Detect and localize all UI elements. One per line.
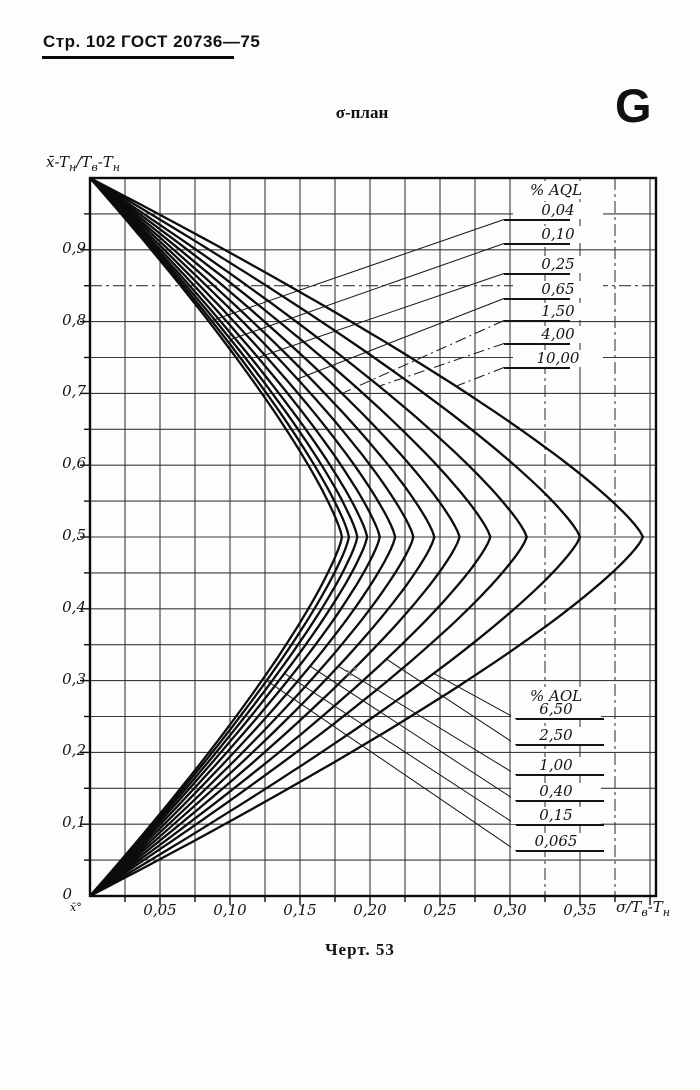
curve-aql-6.5 <box>89 177 582 897</box>
header-rule <box>42 56 234 59</box>
x-axis-title-part: -T <box>647 898 663 916</box>
legend-leaders <box>208 219 517 851</box>
leader-bottom-1,00 <box>338 665 517 775</box>
curve-aql-0.04 <box>89 177 344 897</box>
curve-aql-0.065 <box>89 177 351 897</box>
curve-aql-0.25 <box>89 177 381 897</box>
leader-top-0,10 <box>230 243 505 340</box>
curve-aql-2.5 <box>89 177 492 897</box>
section-letter: G <box>615 79 652 132</box>
leader-top-0,04 <box>208 219 505 323</box>
leader-top-0,65 <box>297 298 505 380</box>
leader-bottom-0,065 <box>266 680 517 851</box>
leader-top-1,50 <box>341 320 505 394</box>
curve-aql-10 <box>89 176 645 898</box>
curve-aql-0.15 <box>89 177 369 897</box>
chart-title: σ-план <box>335 103 389 122</box>
aql-curves <box>89 176 645 898</box>
curve-aql-1 <box>89 177 436 897</box>
curve-aql-0.1 <box>89 177 359 897</box>
x-axis-title-sub: н <box>662 906 671 919</box>
x-axis-title-part: σ/T <box>616 898 642 916</box>
axis-ticks <box>80 213 651 905</box>
y-axis-title-part: /T <box>76 153 92 171</box>
curve-aql-4 <box>89 177 528 897</box>
y-axis-title-part: x̄-T <box>46 153 69 171</box>
y-axis-title-part: -T <box>97 153 113 171</box>
curve-aql-1.5 <box>89 177 461 897</box>
curve-aql-0.65 <box>89 177 415 897</box>
y-axis-title: x̄-Tн/Tв-Tн <box>46 153 120 174</box>
x-axis-title-sub: в <box>641 906 648 919</box>
leader-top-4,00 <box>378 343 505 387</box>
page-header: Стр. 102 ГОСТ 20736—75 <box>43 32 261 51</box>
y-axis-title-sub: н <box>69 161 77 174</box>
leader-bottom-0,15 <box>284 672 517 825</box>
leader-bottom-2,50 <box>386 658 517 745</box>
figure-caption: Черт. 53 <box>325 940 395 959</box>
leader-bottom-6,50 <box>433 672 517 719</box>
y-axis-title-sub: в <box>91 161 98 174</box>
y-axis-title-sub: н <box>112 161 121 174</box>
leader-top-10,00 <box>455 367 505 387</box>
grid-lines <box>90 178 656 896</box>
leader-bottom-0,40 <box>309 665 517 801</box>
curve-aql-0.4 <box>89 177 397 897</box>
leader-top-0,25 <box>257 273 505 358</box>
x-axis-title: σ/Tв-Tн <box>616 898 670 919</box>
plot-frame <box>88 176 658 898</box>
